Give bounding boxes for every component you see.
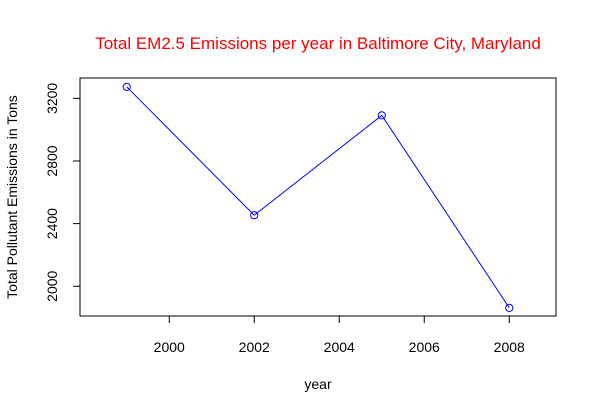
y-axis-label: Total Pollutant Emissions in Tons — [4, 95, 20, 299]
data-point — [377, 111, 386, 120]
x-tick-label: 2008 — [494, 339, 525, 355]
data-point — [505, 303, 514, 312]
y-tick-label: 3200 — [44, 83, 60, 114]
data-point — [250, 211, 259, 220]
data-point — [122, 82, 131, 91]
y-tick-label: 2000 — [44, 270, 60, 301]
plot-box — [79, 77, 557, 317]
y-tick-label: 2400 — [44, 208, 60, 239]
x-tick-label: 2000 — [154, 339, 185, 355]
series-line — [126, 86, 510, 309]
chart-title: Total EM2.5 Emissions per year in Baltim… — [95, 34, 541, 53]
x-axis: 2000 2002 2004 2006 2008 — [154, 315, 525, 355]
x-tick-label: 2004 — [324, 339, 355, 355]
y-axis: 2000 2400 2800 3200 — [44, 83, 81, 302]
y-tick-label: 2800 — [44, 145, 60, 176]
x-tick-label: 2002 — [239, 339, 270, 355]
series-layer — [122, 82, 514, 312]
x-tick-label: 2006 — [409, 339, 440, 355]
x-axis-label: year — [304, 376, 332, 392]
